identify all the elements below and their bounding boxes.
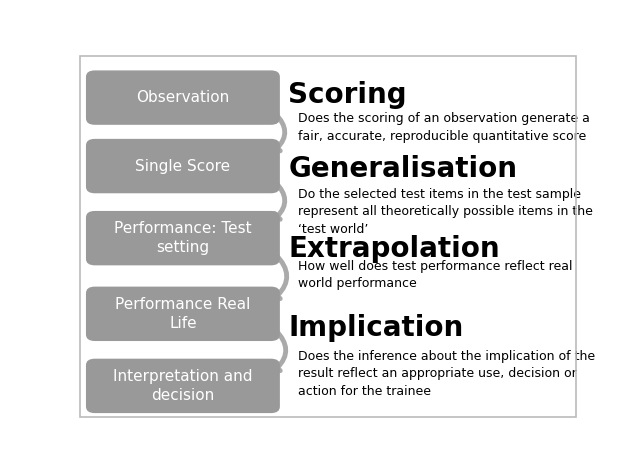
Text: Performance Real
Life: Performance Real Life [115, 297, 251, 330]
FancyBboxPatch shape [86, 211, 280, 265]
FancyBboxPatch shape [86, 139, 280, 193]
FancyBboxPatch shape [86, 286, 280, 341]
FancyBboxPatch shape [86, 70, 280, 125]
Text: Performance: Test
setting: Performance: Test setting [114, 221, 252, 255]
Text: Do the selected test items in the test sample
represent all theoretically possib: Do the selected test items in the test s… [298, 188, 593, 236]
Text: Generalisation: Generalisation [288, 155, 517, 183]
Text: Interpretation and
decision: Interpretation and decision [113, 369, 253, 402]
Text: Observation: Observation [136, 90, 230, 105]
Text: Scoring: Scoring [288, 81, 407, 110]
Text: How well does test performance reflect real
world performance: How well does test performance reflect r… [298, 260, 573, 290]
Text: Single Score: Single Score [135, 159, 230, 174]
Text: Implication: Implication [288, 314, 463, 342]
FancyBboxPatch shape [86, 358, 280, 413]
Text: Does the inference about the implication of the
result reflect an appropriate us: Does the inference about the implication… [298, 350, 595, 398]
Text: Extrapolation: Extrapolation [288, 234, 500, 263]
Text: Does the scoring of an observation generate a
fair, accurate, reproducible quant: Does the scoring of an observation gener… [298, 112, 590, 143]
